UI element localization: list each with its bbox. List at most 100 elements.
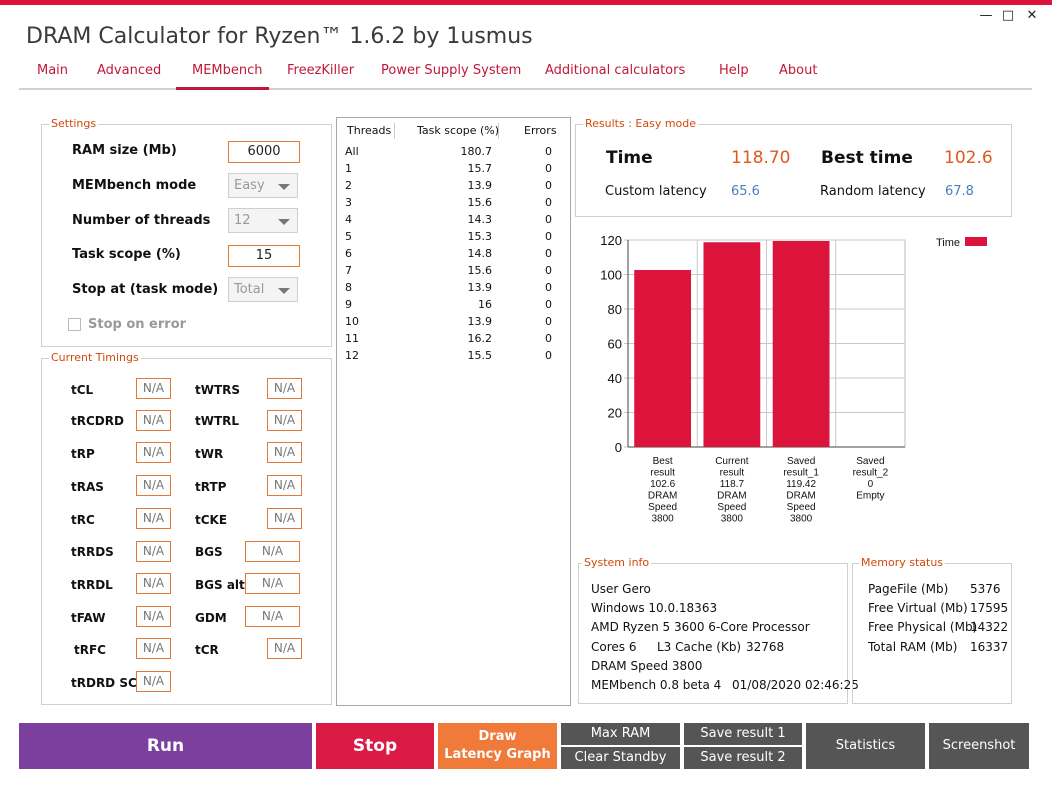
timing-value-bgs: N/A [245,541,300,562]
x-tick-label: Empty [856,491,884,502]
tab-power-supply-system[interactable]: Power Supply System [381,63,522,78]
timing-label-tras: tRAS [71,480,104,494]
current-timings-title: Current Timings [49,351,141,364]
timing-label-tcl: tCL [71,383,94,397]
timing-value-tcl: N/A [136,378,171,399]
time-label: Time [606,148,653,168]
settings-group [41,124,332,347]
timing-value-trrds: N/A [136,541,171,562]
thread-id-cell: 10 [345,315,359,328]
thread-id-cell: 6 [345,247,352,260]
custom-latency-value: 65.6 [731,184,760,199]
threads-label: Number of threads [72,213,211,228]
task-scope-cell: 13.9 [467,281,493,294]
screenshot-button[interactable]: Screenshot [929,723,1029,769]
timing-value-trc: N/A [136,508,171,529]
x-tick-label: DRAM [648,491,677,502]
thread-id-cell: 11 [345,332,359,345]
x-tick-label: 119.42 [786,479,816,490]
timing-value-trp: N/A [136,442,171,463]
thread-id-cell: 12 [345,349,359,362]
minimize-button[interactable]: — [979,8,993,23]
system-info-group [578,563,848,704]
task-scope-input[interactable]: 15 [228,245,300,267]
ram-size-input[interactable]: 6000 [228,141,300,163]
tab-advanced[interactable]: Advanced [97,63,162,78]
x-tick-label: Speed [717,502,746,513]
best-time-value: 102.6 [944,148,993,168]
membench-mode-label: MEMbench mode [72,178,197,193]
membench-mode-select[interactable]: Easy [228,173,298,198]
tab-freezkiller[interactable]: FreezKiller [287,63,355,78]
run-button[interactable]: Run [19,723,312,769]
thread-id-cell: 5 [345,230,352,243]
column-divider [394,123,395,139]
timing-value-trrdl: N/A [136,573,171,594]
maximize-button[interactable]: □ [1001,8,1015,23]
timing-value-tcke: N/A [267,508,302,529]
chevron-down-icon [278,184,290,190]
task-scope-cell: 15.6 [467,196,493,209]
save-result-1-button[interactable]: Save result 1 [684,723,802,745]
column-header-threads: Threads [347,124,392,137]
thread-id-cell: 8 [345,281,352,294]
tab-additional-calculators[interactable]: Additional calculators [545,63,686,78]
stop-button[interactable]: Stop [316,723,434,769]
timing-label-gdm: GDM [195,611,227,625]
close-button[interactable]: ✕ [1026,8,1038,23]
timing-label-bgs: BGS [195,545,223,559]
errors-cell: 0 [545,315,552,328]
timing-label-twr: tWR [195,447,224,461]
x-tick-label: DRAM [786,491,815,502]
system-cpu: AMD Ryzen 5 3600 6-Core Processor [591,620,810,634]
legend-swatch [965,237,987,246]
task-scope-cell: 15.6 [467,264,493,277]
thread-id-cell: 9 [345,298,352,311]
x-tick-label: Saved [787,456,815,467]
errors-cell: 0 [545,162,552,175]
thread-id-cell: 7 [345,264,352,277]
tab-main[interactable]: Main [37,63,69,78]
tab-about[interactable]: About [779,63,818,78]
draw-latency-graph-button[interactable]: Draw Latency Graph [438,723,557,769]
timing-label-trc: tRC [71,513,95,527]
max-ram-button[interactable]: Max RAM [561,723,680,745]
best-time-label: Best time [821,148,913,168]
x-tick-label: DRAM [717,491,746,502]
threads-select[interactable]: 12 [228,208,298,233]
timing-value-trtp: N/A [267,475,302,496]
system-os: Windows 10.0.18363 [591,601,718,615]
memory-free-physical-label: Free Physical (Mb) [868,620,978,634]
timing-value-trdrd-scl: N/A [136,671,171,692]
errors-cell: 0 [545,145,552,158]
system-membench-version: MEMbench 0.8 beta 4 [591,678,722,692]
threads-value: 12 [234,213,251,228]
y-tick-label: 100 [600,268,622,283]
stop-on-error-checkbox[interactable] [68,318,81,331]
x-tick-label: 3800 [652,514,675,525]
timing-label-trtp: tRTP [195,480,227,494]
custom-latency-label: Custom latency [605,184,707,199]
tab-membench[interactable]: MEMbench [192,63,263,78]
chevron-down-icon [278,288,290,294]
active-tab-indicator [176,87,269,90]
system-user: User Gero [591,582,651,596]
timing-label-tcke: tCKE [195,513,228,527]
x-tick-label: Best [653,456,673,467]
task-scope-cell: 14.8 [467,247,493,260]
thread-id-cell: All [345,145,359,158]
save-result-2-button[interactable]: Save result 2 [684,747,802,769]
thread-id-cell: 4 [345,213,352,226]
clear-standby-button[interactable]: Clear Standby [561,747,680,769]
statistics-button[interactable]: Statistics [806,723,925,769]
x-tick-label: result_1 [783,468,819,479]
timing-label-trfc: tRFC [74,643,106,657]
system-l3-label: L3 Cache (Kb) [657,640,742,654]
tab-help[interactable]: Help [719,63,749,78]
y-tick-label: 80 [608,302,622,317]
timing-label-trrdl: tRRDL [71,578,113,592]
memory-free-physical-value: 14322 [970,620,1009,634]
stop-at-select[interactable]: Total [228,277,298,302]
errors-cell: 0 [545,298,552,311]
x-tick-label: Current [715,456,749,467]
